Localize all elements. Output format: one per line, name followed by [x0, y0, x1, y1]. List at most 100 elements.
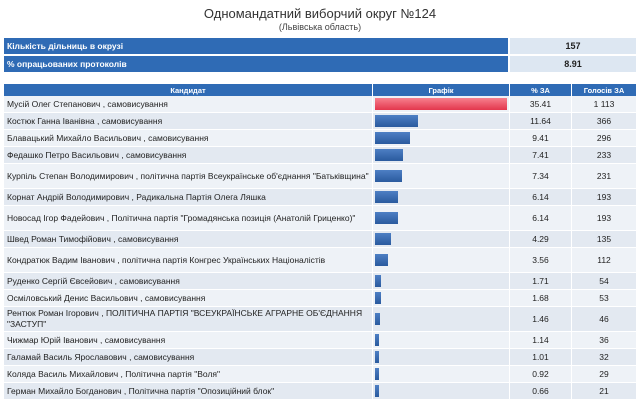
percent-value: 4.29 [510, 231, 572, 248]
results-table: Кандидат Графік % ЗА Голосів ЗА Мусій Ол… [4, 84, 636, 400]
percent-value: 1.14 [510, 332, 572, 349]
candidate-name: Корнат Андрій Володимирович , Радикальна… [4, 189, 373, 206]
votes-value: 53 [572, 290, 636, 307]
table-row: Чижмар Юрій Іванович , самовисування 1.14… [4, 332, 636, 349]
result-bar [375, 98, 507, 110]
result-graph-cell [373, 96, 510, 113]
votes-value: 233 [572, 147, 636, 164]
candidate-name: Курпіль Степан Володимирович , політична… [4, 164, 373, 189]
result-bar [375, 132, 410, 144]
result-graph-cell [373, 130, 510, 147]
table-row: Новосад Ігор Фадейович , Політична парті… [4, 206, 636, 231]
result-bar [375, 212, 398, 224]
summary-value: 8.91 [510, 56, 636, 72]
votes-value: 46 [572, 307, 636, 332]
percent-value: 1.46 [510, 307, 572, 332]
result-graph-cell [373, 248, 510, 273]
votes-value: 231 [572, 164, 636, 189]
summary-row-stations: Кількість дільниць в окрузі 157 [4, 38, 636, 54]
percent-value: 35.41 [510, 96, 572, 113]
percent-value: 9.41 [510, 130, 572, 147]
results-body: Мусій Олег Степанович , самовисування 35.… [4, 96, 636, 400]
table-row: Курпіль Степан Володимирович , політична… [4, 164, 636, 189]
result-bar [375, 254, 388, 266]
candidate-name: Галамай Василь Ярославович , самовисуван… [4, 349, 373, 366]
column-header-votes: Голосів ЗА [572, 84, 636, 96]
table-row: Коляда Василь Михайлович , Політична пар… [4, 366, 636, 383]
table-row: Корнат Андрій Володимирович , Радикальна… [4, 189, 636, 206]
result-bar [375, 313, 380, 325]
table-row: Мусій Олег Степанович , самовисування 35.… [4, 96, 636, 113]
candidate-name: Коляда Василь Михайлович , Політична пар… [4, 366, 373, 383]
summary-label: Кількість дільниць в окрузі [4, 38, 508, 54]
column-header-percent: % ЗА [510, 84, 572, 96]
result-graph-cell [373, 164, 510, 189]
candidate-name: Швед Роман Тимофійович , самовисування [4, 231, 373, 248]
percent-value: 3.56 [510, 248, 572, 273]
candidate-name: Новосад Ігор Фадейович , Політична парті… [4, 206, 373, 231]
result-bar [375, 334, 379, 346]
result-bar [375, 368, 379, 380]
summary-row-protocols: % опрацьованих протоколів 8.91 [4, 56, 636, 72]
page-title: Одномандатний виборчий округ №124 [203, 6, 437, 21]
votes-value: 29 [572, 366, 636, 383]
percent-value: 11.64 [510, 113, 572, 130]
votes-value: 296 [572, 130, 636, 147]
candidate-name: Рентюк Роман Ігорович , ПОЛІТИЧНА ПАРТІЯ… [4, 307, 373, 332]
result-graph-cell [373, 113, 510, 130]
table-row: Блавацький Михайло Васильович , самовису… [4, 130, 636, 147]
votes-value: 21 [572, 383, 636, 400]
result-graph-cell [373, 383, 510, 400]
result-bar [375, 292, 381, 304]
votes-value: 36 [572, 332, 636, 349]
summary-label: % опрацьованих протоколів [4, 56, 508, 72]
result-graph-cell [373, 332, 510, 349]
candidate-name: Блавацький Михайло Васильович , самовису… [4, 130, 373, 147]
votes-value: 112 [572, 248, 636, 273]
table-row: Галамай Василь Ярославович , самовисуван… [4, 349, 636, 366]
table-row: Костюк Ганна Іванівна , самовисування 11.… [4, 113, 636, 130]
percent-value: 0.66 [510, 383, 572, 400]
table-row: Руденко Сергій Євсейович , самовисування… [4, 273, 636, 290]
result-graph-cell [373, 231, 510, 248]
table-row: Швед Роман Тимофійович , самовисування 4.… [4, 231, 636, 248]
percent-value: 7.34 [510, 164, 572, 189]
result-graph-cell [373, 147, 510, 164]
table-row: Осміловський Денис Васильович , самовису… [4, 290, 636, 307]
result-bar [375, 115, 418, 127]
percent-value: 6.14 [510, 189, 572, 206]
result-graph-cell [373, 273, 510, 290]
result-graph-cell [373, 349, 510, 366]
percent-value: 6.14 [510, 206, 572, 231]
table-row: Герман Михайло Богданович , Політична па… [4, 383, 636, 400]
votes-value: 135 [572, 231, 636, 248]
votes-value: 193 [572, 189, 636, 206]
percent-value: 1.71 [510, 273, 572, 290]
result-graph-cell [373, 307, 510, 332]
result-bar [375, 275, 381, 287]
candidate-name: Чижмар Юрій Іванович , самовисування [4, 332, 373, 349]
candidate-name: Кондратюк Вадим Іванович , політична пар… [4, 248, 373, 273]
summary-value: 157 [510, 38, 636, 54]
table-row: Федашко Петро Васильович , самовисування… [4, 147, 636, 164]
table-row: Рентюк Роман Ігорович , ПОЛІТИЧНА ПАРТІЯ… [4, 307, 636, 332]
votes-value: 366 [572, 113, 636, 130]
candidate-name: Руденко Сергій Євсейович , самовисування [4, 273, 373, 290]
result-bar [375, 351, 379, 363]
votes-value: 32 [572, 349, 636, 366]
result-bar [375, 170, 402, 182]
page-subtitle: (Львівська область) [278, 22, 362, 32]
candidate-name: Федашко Петро Васильович , самовисування [4, 147, 373, 164]
candidate-name: Герман Михайло Богданович , Політична па… [4, 383, 373, 400]
votes-value: 193 [572, 206, 636, 231]
result-graph-cell [373, 366, 510, 383]
table-row: Кондратюк Вадим Іванович , політична пар… [4, 248, 636, 273]
summary-table: Кількість дільниць в окрузі 157 % опраць… [4, 36, 636, 74]
votes-value: 54 [572, 273, 636, 290]
result-bar [375, 385, 379, 397]
column-header-candidate: Кандидат [4, 84, 373, 96]
result-graph-cell [373, 189, 510, 206]
result-graph-cell [373, 206, 510, 231]
percent-value: 7.41 [510, 147, 572, 164]
result-bar [375, 149, 403, 161]
